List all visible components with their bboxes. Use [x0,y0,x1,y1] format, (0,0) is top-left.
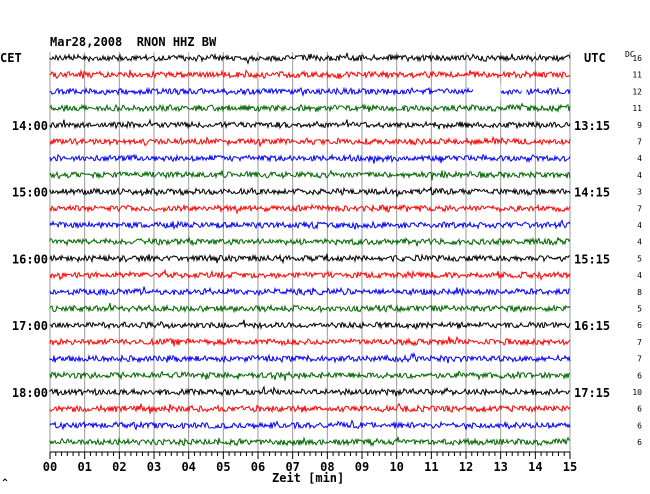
x-tick-label: 13 [493,460,507,474]
dc-offset-value: 7 [637,338,642,347]
right-hour-label: 14:15 [574,186,610,200]
x-tick-label: 06 [251,460,265,474]
trace-17 [49,335,571,347]
left-hour-label: 15:00 [12,186,48,200]
small-mark-icon [2,478,8,482]
dc-offset-value: 4 [637,171,642,180]
dc-offset-value: 7 [637,355,642,364]
dc-offset-value: 6 [637,371,642,380]
trace-12 [49,253,570,265]
dc-label: DC [625,50,635,59]
trace-8 [49,186,571,198]
trace-22 [49,419,571,431]
dc-offset-value: 4 [637,221,642,230]
trace-5 [49,135,571,147]
left-hour-label: 16:00 [12,252,48,266]
x-tick-label: 10 [389,460,403,474]
trace-11 [49,235,571,247]
gap-1 [521,83,527,100]
dc-offset-value: 3 [637,188,642,197]
trace-20 [49,385,571,397]
cet-label: CET [0,51,22,65]
dc-offset-value: 7 [637,204,642,213]
dc-offset-value: 6 [637,438,642,447]
left-hour-label: 17:00 [12,319,48,333]
dc-offset-value: 4 [637,271,642,280]
trace-16 [49,319,571,330]
trace-19 [49,370,571,381]
x-tick-label: 11 [424,460,438,474]
chart-title: Mar28,2008 RNON HHZ BW [50,35,217,49]
trace-15 [49,302,571,314]
x-tick-label: 09 [355,460,369,474]
trace-14 [49,286,571,297]
x-tick-label: 05 [216,460,230,474]
left-hour-label: 14:00 [12,119,48,133]
trace-9 [49,203,571,215]
trace-4 [49,118,571,130]
x-tick-label: 08 [320,460,334,474]
dc-offset-value: 8 [637,288,642,297]
dc-offset-value: 11 [632,71,642,80]
grid-lines [49,52,571,452]
dc-offset-value: 7 [637,138,642,147]
x-tick-label: 03 [147,460,161,474]
x-tick-label: 15 [563,460,577,474]
dc-offset-value: 10 [632,388,642,397]
traces [49,52,571,448]
trace-3 [49,102,571,113]
x-tick-label: 00 [43,460,57,474]
right-hour-label: 16:15 [574,319,610,333]
x-tick-label: 14 [528,460,542,474]
trace-7 [49,169,571,181]
dc-offset-value: 16 [632,54,642,63]
trace-23 [49,436,571,448]
dc-offset-value: 4 [637,154,642,163]
trace-13 [49,268,571,282]
gap-0 [472,83,501,100]
dc-offset-value: 6 [637,421,642,430]
right-hour-label: 13:15 [574,119,610,133]
data-gaps [472,83,527,100]
trace-0 [49,52,571,65]
dc-offset-value: 6 [637,405,642,414]
dc-offset-value: 12 [632,87,642,96]
trace-10 [49,219,571,231]
dc-offset-value: 4 [637,238,642,247]
dc-offsets: 16 11 12 11 9 7 4 4 3 7 4 4 5 4 8 5 6 7 7 6 10 6 6 6 [632,54,642,447]
trace-21 [49,402,571,414]
x-tick-label: 07 [285,460,299,474]
x-tick-label: 01 [77,460,91,474]
left-hour-label: 18:00 [12,386,48,400]
trace-18 [49,352,571,364]
x-axis-label: Zeit [min] [272,471,344,485]
right-hour-label: 17:15 [574,386,610,400]
trace-6 [49,153,571,164]
dc-offset-value: 5 [637,305,642,314]
x-tick-label: 12 [459,460,473,474]
trace-1 [49,68,571,80]
x-tick-label: 04 [181,460,195,474]
hour-labels: 14:00 15:00 16:00 17:00 18:00 13:15 14:15 15:15… [12,119,610,400]
dc-offset-value: 11 [632,104,642,113]
x-axis: 00 01 02 03 04 05 06 07 08 09 10 11 12 13 14 15 [43,451,577,474]
dc-offset-value: 5 [637,254,642,263]
dc-offset-value: 6 [637,321,642,330]
dc-offset-value: 9 [637,121,642,130]
utc-label: UTC [584,51,606,65]
right-hour-label: 15:15 [574,252,610,266]
x-tick-label: 02 [112,460,126,474]
